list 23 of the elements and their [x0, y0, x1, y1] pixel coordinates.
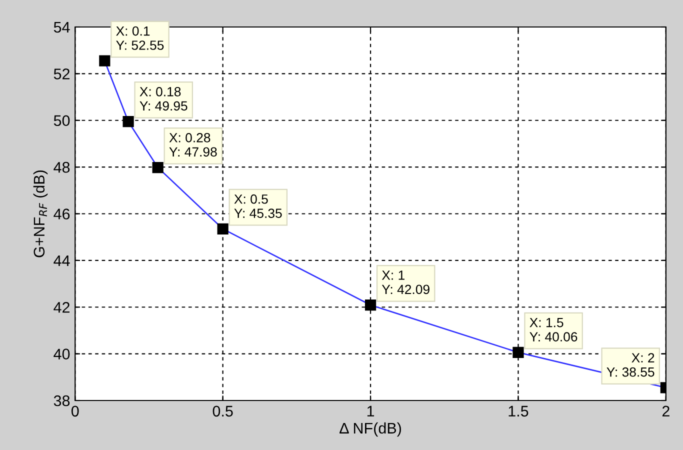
y-tick-label: 42 [54, 302, 70, 313]
y-tick-label: 54 [54, 22, 70, 33]
y-tick-label: 46 [54, 208, 70, 220]
y-tick-label: 40 [54, 348, 70, 360]
x-tick-label: 1 [367, 406, 374, 416]
y-tick-label: 50 [54, 115, 70, 126]
y-tick-label: 38 [54, 395, 70, 406]
annotation: X: 0.18 Y: 49.95 [140, 87, 188, 111]
y-tick-label: 44 [54, 255, 70, 266]
annotation: X: 0.5 Y: 45.35 [234, 194, 282, 218]
annotation: X: 1 Y: 42.09 [382, 270, 430, 294]
annotation: X: 0.1 Y: 52.55 [116, 26, 164, 50]
y-tick-label: 48 [54, 162, 70, 173]
y-tick-label: 52 [54, 68, 70, 80]
x-axis-title: Δ NF(dB) [340, 422, 401, 437]
x-tick-label: 1.5 [508, 406, 528, 417]
x-tick-label: 0.5 [212, 406, 233, 417]
y-axis-title: G+NF$_{RF}$ (dB) [33, 170, 48, 258]
annotation: X: 1.5 Y: 40.06 [530, 318, 578, 342]
annotation: X: 0.28 Y: 47.98 [169, 133, 217, 157]
x-tick-label: 2 [662, 406, 670, 416]
x-tick-label: 0 [71, 406, 79, 417]
annotation: X: 2 Y: 38.55 [606, 353, 654, 377]
